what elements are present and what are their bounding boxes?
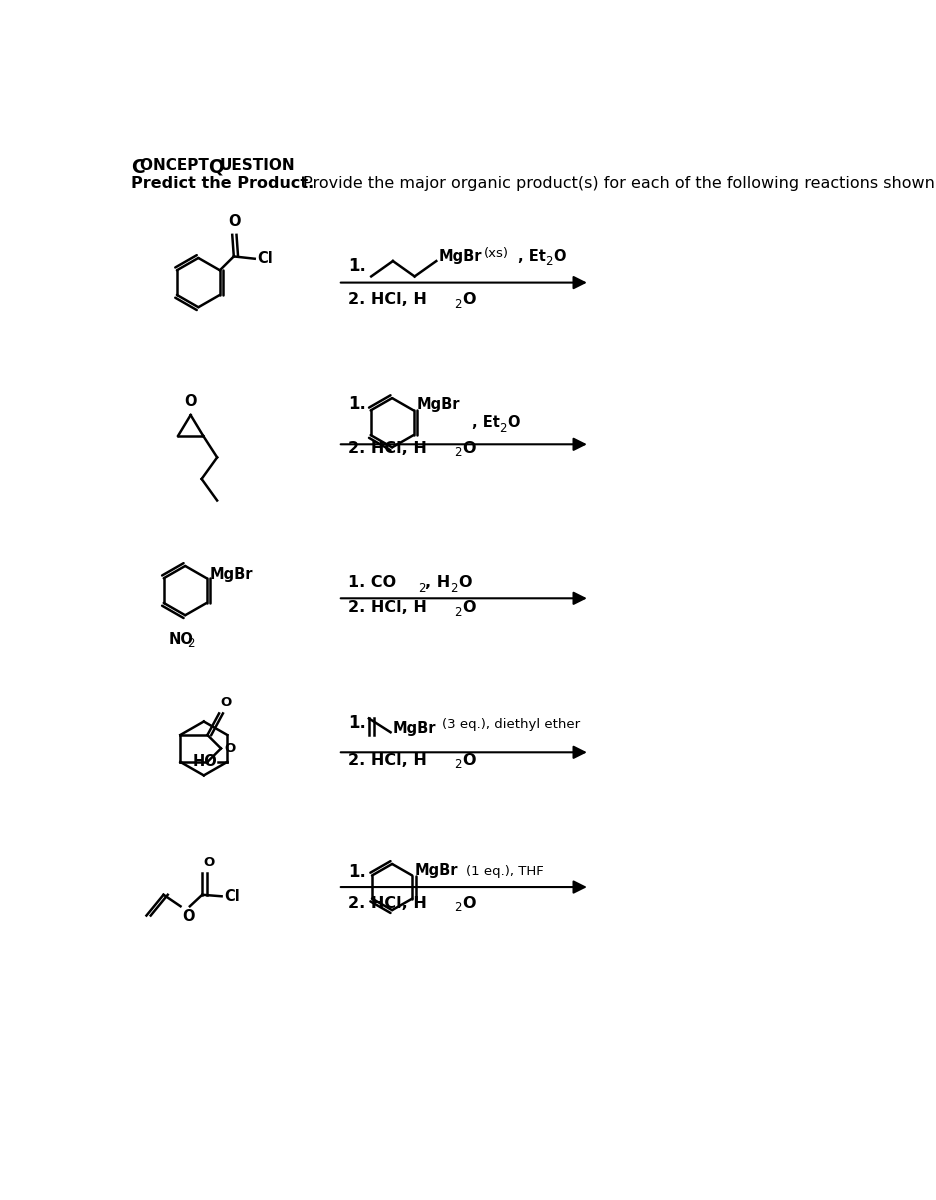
- Text: 2: 2: [454, 901, 461, 914]
- Text: MgBr: MgBr: [439, 248, 482, 264]
- Text: O: O: [462, 895, 476, 911]
- Text: O: O: [462, 440, 476, 456]
- Text: 2. HCl, H: 2. HCl, H: [348, 895, 427, 911]
- Text: MgBr: MgBr: [417, 397, 461, 412]
- Text: O: O: [228, 215, 241, 229]
- Text: NO: NO: [168, 632, 193, 647]
- Text: 1.: 1.: [348, 395, 366, 413]
- Text: Predict the Product.: Predict the Product.: [131, 176, 314, 191]
- Text: 2: 2: [546, 254, 553, 268]
- Text: 2: 2: [187, 637, 195, 650]
- Text: O: O: [184, 394, 197, 409]
- Text: (3 eq.), diethyl ether: (3 eq.), diethyl ether: [443, 718, 580, 731]
- Text: C: C: [131, 158, 145, 176]
- Text: HO: HO: [193, 755, 217, 769]
- Text: O: O: [458, 576, 472, 590]
- Text: UESTION: UESTION: [219, 158, 295, 173]
- Text: 2: 2: [454, 758, 461, 772]
- Text: 2: 2: [450, 582, 458, 595]
- Text: 2. HCl, H: 2. HCl, H: [348, 600, 427, 616]
- Text: 2: 2: [417, 582, 425, 595]
- Text: O: O: [221, 696, 232, 709]
- Text: Cl: Cl: [257, 251, 272, 266]
- Text: O: O: [507, 415, 520, 431]
- Text: (xs): (xs): [484, 247, 508, 260]
- Text: Cl: Cl: [224, 889, 240, 904]
- Text: 2. HCl, H: 2. HCl, H: [348, 440, 427, 456]
- Text: Q: Q: [209, 158, 225, 176]
- Text: Provide the major organic product(s) for each of the following reactions shown b: Provide the major organic product(s) for…: [298, 176, 936, 191]
- Text: 1.: 1.: [348, 257, 366, 275]
- Text: 1.: 1.: [348, 863, 366, 881]
- Text: 2. HCl, H: 2. HCl, H: [348, 292, 427, 307]
- Text: , Et: , Et: [518, 248, 546, 264]
- Text: O: O: [553, 248, 566, 264]
- Text: O: O: [462, 752, 476, 768]
- Text: 2: 2: [454, 298, 461, 311]
- Text: (1 eq.), THF: (1 eq.), THF: [466, 865, 544, 878]
- Text: O: O: [183, 910, 195, 924]
- Text: O: O: [462, 292, 476, 307]
- Text: , Et: , Et: [472, 415, 500, 431]
- Text: O: O: [204, 856, 215, 869]
- Text: 2: 2: [499, 421, 506, 434]
- Text: 2: 2: [454, 446, 461, 460]
- Text: O: O: [224, 742, 235, 755]
- Text: MgBr: MgBr: [415, 863, 458, 878]
- Text: , H: , H: [426, 576, 451, 590]
- Text: O: O: [462, 600, 476, 616]
- Text: MgBr: MgBr: [210, 566, 254, 582]
- Text: 1. CO: 1. CO: [348, 576, 396, 590]
- Text: 2: 2: [454, 606, 461, 619]
- Text: 1.: 1.: [348, 714, 366, 732]
- Text: 2. HCl, H: 2. HCl, H: [348, 752, 427, 768]
- Text: MgBr: MgBr: [392, 721, 435, 736]
- Text: ONCEPT: ONCEPT: [140, 158, 214, 173]
